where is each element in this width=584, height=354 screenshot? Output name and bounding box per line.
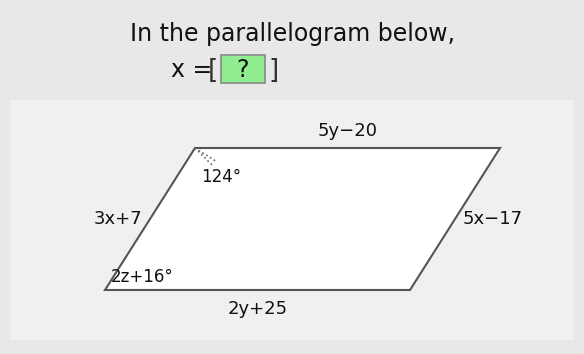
Text: ]: ] xyxy=(268,58,278,84)
FancyBboxPatch shape xyxy=(221,55,265,83)
Text: 2z+16°: 2z+16° xyxy=(111,268,174,286)
Text: [: [ xyxy=(208,58,218,84)
FancyBboxPatch shape xyxy=(10,100,574,340)
Text: 2y+25: 2y+25 xyxy=(227,300,287,318)
Text: 124°: 124° xyxy=(201,168,241,186)
Text: 5x−17: 5x−17 xyxy=(463,210,523,228)
Text: ?: ? xyxy=(237,58,249,82)
Text: x =: x = xyxy=(171,58,220,82)
Text: In the parallelogram below,: In the parallelogram below, xyxy=(130,22,454,46)
Text: 3x+7: 3x+7 xyxy=(93,210,142,228)
Text: 5y−20: 5y−20 xyxy=(318,122,377,140)
Polygon shape xyxy=(105,148,500,290)
